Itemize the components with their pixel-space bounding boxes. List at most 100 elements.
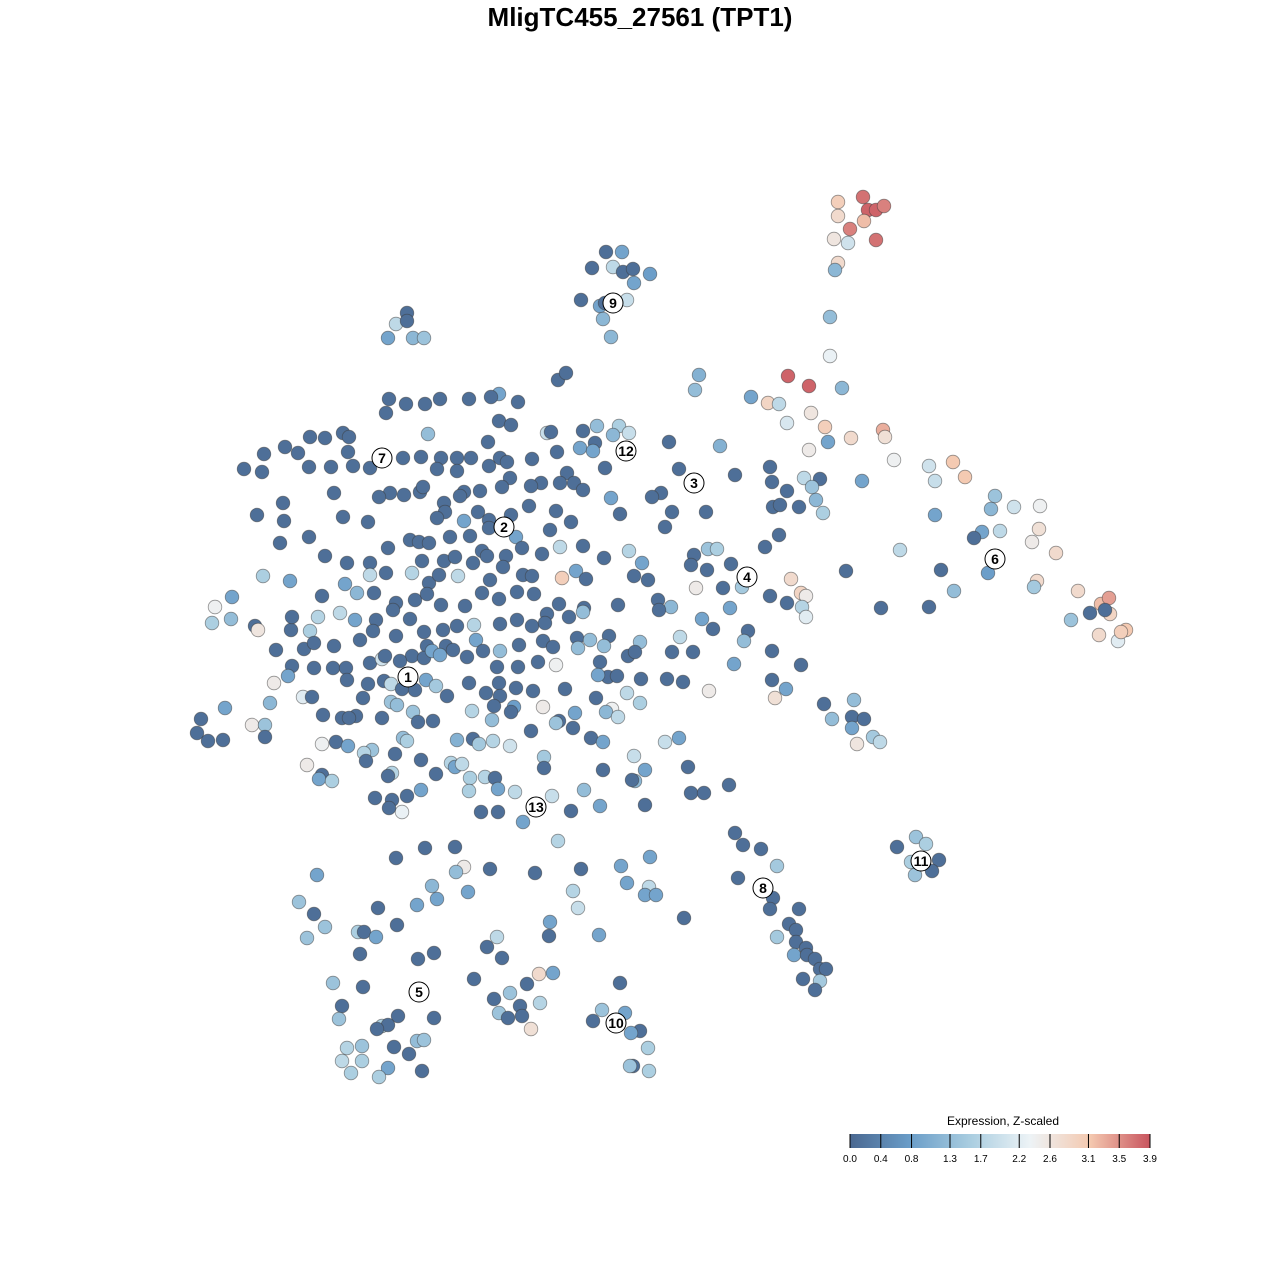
data-point [798,609,814,625]
data-point [651,602,667,618]
data-point [448,864,464,880]
data-point [591,927,607,943]
data-point [779,483,795,499]
data-point [595,311,611,327]
legend-tick-label: 3.9 [1143,1154,1157,1165]
data-point [340,738,356,754]
data-point [769,929,785,945]
data-point [415,479,431,495]
data-point [407,592,423,608]
data-point [561,609,577,625]
data-point [454,756,470,772]
data-point [854,473,870,489]
data-point [637,762,653,778]
data-point [494,479,510,495]
data-point [365,623,381,639]
data-point [486,991,502,1007]
data-point [502,470,518,486]
data-point [374,710,390,726]
data-point [723,556,739,572]
data-point [335,509,351,525]
cluster-label-badge [371,447,393,469]
data-point [598,704,614,720]
data-point [492,616,508,632]
data-point [803,405,819,421]
data-point [461,783,477,799]
data-point [478,685,494,701]
data-point [588,690,604,706]
data-point [685,644,701,660]
data-point [429,461,445,477]
data-point [262,695,278,711]
data-point [598,244,614,260]
data-point [567,705,583,721]
data-point [966,530,982,546]
data-point [394,804,410,820]
data-point [554,570,570,586]
data-point [483,389,499,405]
data-point [849,736,865,752]
data-point [536,760,552,776]
data-point [908,829,924,845]
data-point [856,711,872,727]
data-point [426,1010,442,1026]
data-point [432,391,448,407]
data-point [399,788,415,804]
data-point [449,732,465,748]
data-point [326,485,342,501]
data-point [558,365,574,381]
data-point [416,624,432,640]
data-point [502,985,518,1001]
data-point [597,460,613,476]
cluster-label-text: 5 [415,984,423,1000]
data-point [840,235,856,251]
data-point [306,906,322,922]
data-point [614,244,630,260]
data-point [254,464,270,480]
data-point [701,683,717,699]
data-point [525,683,541,699]
data-point [886,452,902,468]
data-point [843,430,859,446]
data-point [983,501,999,517]
cluster-label-badge [408,981,430,1003]
data-point [721,777,737,793]
data-point [575,604,591,620]
data-point [417,840,433,856]
data-point [301,459,317,475]
data-point [461,675,477,691]
cluster-label-badge [525,796,547,818]
data-point [532,995,548,1011]
data-point [395,450,411,466]
data-point [207,599,223,615]
data-point [325,660,341,676]
data-point [531,966,547,982]
data-point [511,637,527,653]
data-point [370,900,386,916]
data-point [502,738,518,754]
data-point [559,465,575,481]
data-point [323,459,339,475]
data-point [445,642,461,658]
data-point [694,611,710,627]
data-point [933,562,949,578]
data-point [495,559,511,575]
data-point [326,638,342,654]
cluster-label-text: 11 [914,853,929,869]
data-point [431,567,447,583]
data-point [282,573,298,589]
cluster-label-badge [910,850,932,872]
legend-title: Expression, Z-scaled [946,1114,1060,1128]
data-point [472,483,488,499]
data-point [570,900,586,916]
data-point [712,438,728,454]
data-point [625,261,641,277]
data-point [769,858,785,874]
cluster-label-text: 1 [404,669,412,685]
data-point [355,979,371,995]
data-point [780,368,796,384]
data-point [1113,624,1129,640]
data-point [834,380,850,396]
cluster-label-text: 3 [690,475,698,491]
cluster-label-7: 7 [371,447,393,469]
